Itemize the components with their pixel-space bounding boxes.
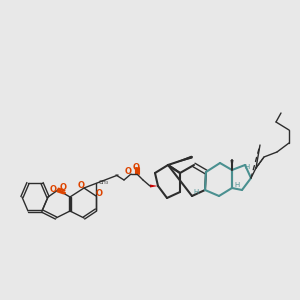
Polygon shape bbox=[230, 160, 233, 170]
Text: O: O bbox=[133, 163, 140, 172]
Text: O: O bbox=[59, 184, 67, 193]
Text: H: H bbox=[234, 182, 240, 188]
Text: H: H bbox=[194, 189, 199, 195]
Text: O: O bbox=[95, 190, 103, 199]
Polygon shape bbox=[168, 156, 193, 165]
Text: CH₃: CH₃ bbox=[99, 179, 109, 184]
Polygon shape bbox=[150, 184, 158, 188]
Text: O: O bbox=[50, 184, 56, 194]
Text: O: O bbox=[77, 182, 85, 190]
Text: H: H bbox=[244, 164, 250, 170]
Text: O: O bbox=[124, 167, 131, 176]
